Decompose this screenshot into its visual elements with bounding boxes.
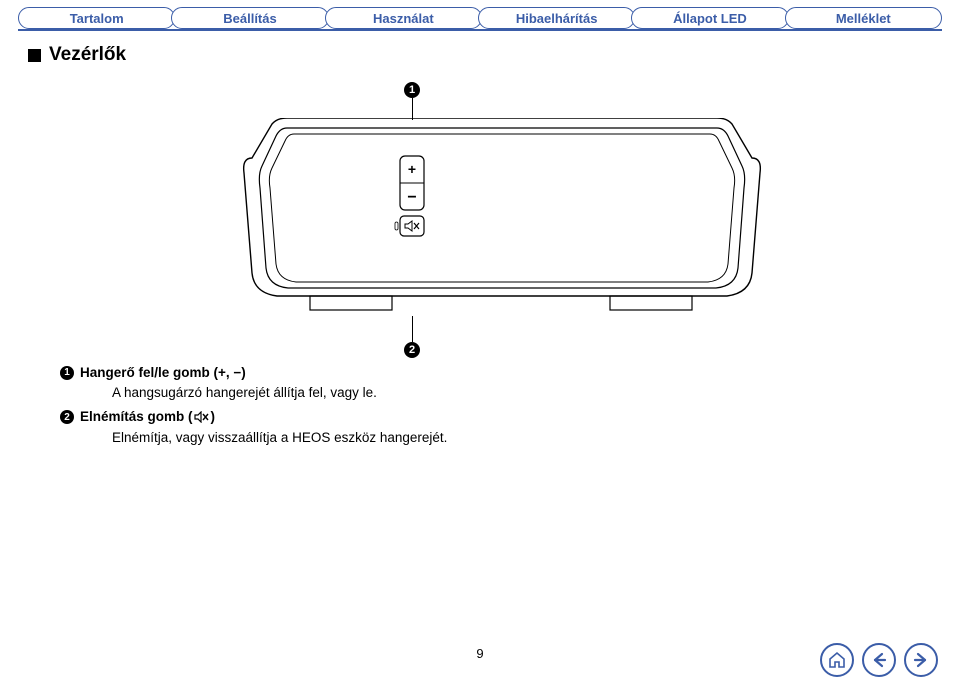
arrow-right-icon [911,650,931,670]
callout-circle-1: 1 [404,82,420,98]
leader-line-1 [412,98,413,120]
tab-allapot-led[interactable]: Állapot LED [631,7,788,29]
device-diagram: 1 + − [172,80,792,360]
legend-title-2-before: Elnémítás gomb ( [80,409,193,424]
legend: 1 Hangerő fel/le gomb (+, −) A hangsugár… [60,364,936,447]
legend-num-1: 1 [60,366,74,380]
tab-beallitas[interactable]: Beállítás [171,7,328,29]
top-nav: Tartalom Beállítás Használat Hibaelhárít… [0,0,960,30]
leader-line-2 [412,316,413,342]
callout-circle-2: 2 [404,342,420,358]
bottom-nav [820,643,938,677]
callout-1: 1 [404,82,420,98]
tab-hibaelharitas[interactable]: Hibaelhárítás [478,7,635,29]
tab-melleklet[interactable]: Melléklet [785,7,942,29]
section-controls: Vezérlők 1 + − [0,30,960,447]
legend-title-1: Hangerő fel/le gomb (+, −) [80,364,246,382]
prev-button[interactable] [862,643,896,677]
next-button[interactable] [904,643,938,677]
page-number: 9 [0,646,960,661]
home-button[interactable] [820,643,854,677]
section-title: Vezérlők [49,44,126,66]
tab-hasznalat[interactable]: Használat [325,7,482,29]
legend-title-2: Elnémítás gomb ( ) [80,408,215,426]
device-outline: + − [232,118,772,328]
home-icon [827,650,847,670]
legend-item-2: 2 Elnémítás gomb ( ) [60,408,936,426]
tab-tartalom[interactable]: Tartalom [18,7,175,29]
minus-label: − [407,189,416,206]
legend-num-2: 2 [60,410,74,424]
mute-icon [194,411,210,423]
square-bullet-icon [28,49,41,62]
arrow-left-icon [869,650,889,670]
legend-desc-2: Elnémítja, vagy visszaállítja a HEOS esz… [112,429,936,447]
callout-2: 2 [404,342,420,358]
legend-desc-1: A hangsugárzó hangerejét állítja fel, va… [112,384,936,402]
legend-title-2-after: ) [211,409,216,424]
legend-item-1: 1 Hangerő fel/le gomb (+, −) [60,364,936,382]
nav-underline [18,29,942,31]
plus-label: + [408,161,416,177]
